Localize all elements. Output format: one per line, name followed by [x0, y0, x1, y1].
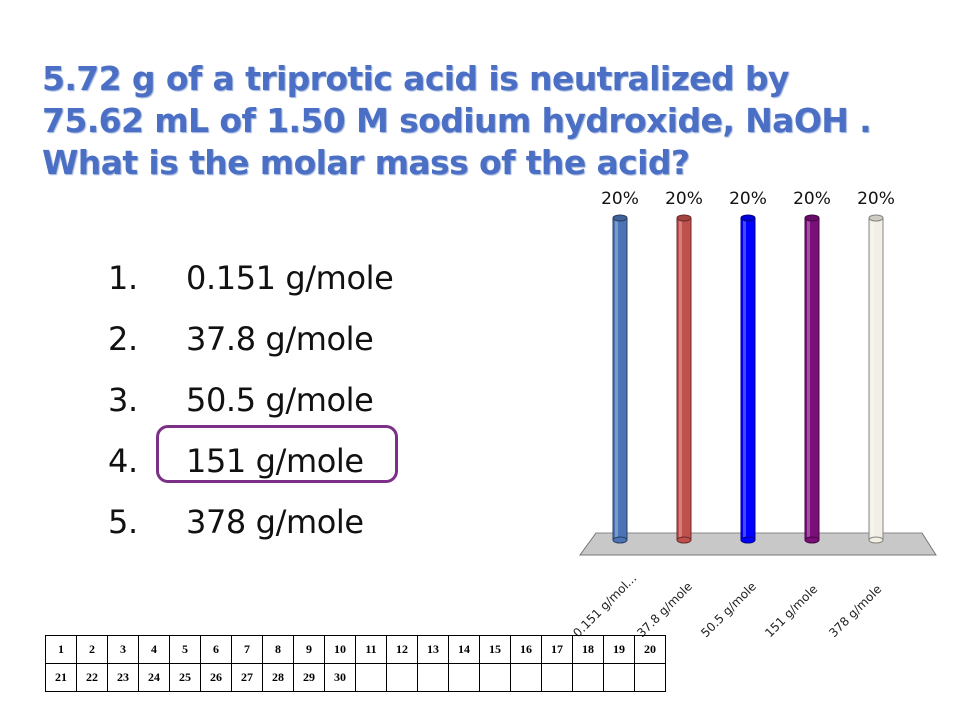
answer-text: 37.8 g/mole [186, 320, 374, 358]
bar-base [740, 536, 756, 544]
bar-top [804, 214, 820, 222]
x-tick-label: 151 g/mole [762, 582, 820, 640]
grid-cell [355, 663, 387, 692]
answer-number: 1. [108, 259, 138, 297]
answer-option-4[interactable]: 4. 151 g/mole [108, 437, 393, 498]
answer-option-3[interactable]: 3. 50.5 g/mole [108, 376, 393, 437]
grid-cell: 28 [262, 663, 294, 692]
correct-answer-ring [156, 425, 398, 483]
x-tick-label: 37.8 g/mole [634, 579, 695, 640]
grid-cell [386, 663, 418, 692]
grid-cell: 20 [634, 635, 666, 664]
grid-cell: 9 [293, 635, 325, 664]
grid-cell: 16 [510, 635, 542, 664]
answer-number: 4. [108, 442, 138, 480]
bar-base [676, 536, 692, 544]
grid-cell [417, 663, 449, 692]
grid-cell: 29 [293, 663, 325, 692]
grid-cell: 23 [107, 663, 139, 692]
bar-highlight [679, 220, 682, 538]
grid-cell [479, 663, 511, 692]
answer-option-1[interactable]: 1. 0.151 g/mole [108, 254, 394, 315]
grid-cell [510, 663, 542, 692]
answer-text: 378 g/mole [186, 503, 364, 541]
grid-cell: 18 [572, 635, 604, 664]
bar-top [612, 214, 628, 222]
grid-cell [603, 663, 635, 692]
grid-cell: 26 [200, 663, 232, 692]
grid-cell: 7 [231, 635, 263, 664]
grid-cell: 30 [324, 663, 356, 692]
question-text: 5.72 g of a triprotic acid is neutralize… [42, 59, 872, 182]
data-label: 20% [601, 189, 639, 209]
grid-cell: 4 [138, 635, 170, 664]
answer-number: 3. [108, 381, 138, 419]
grid-cell: 14 [448, 635, 480, 664]
grid-cell: 5 [169, 635, 201, 664]
answer-number: 2. [108, 320, 138, 358]
grid-cell: 11 [355, 635, 387, 664]
grid-cell: 25 [169, 663, 201, 692]
grid-cell: 6 [200, 635, 232, 664]
grid-cell: 2 [76, 635, 108, 664]
grid-cell [572, 663, 604, 692]
x-tick-label: 50.5 g/mole [698, 579, 759, 640]
bar-highlight [615, 220, 618, 538]
answer-option-2[interactable]: 2. 37.8 g/mole [108, 315, 393, 376]
bar-highlight [743, 220, 746, 538]
grid-cell [634, 663, 666, 692]
grid-cell: 19 [603, 635, 635, 664]
response-bar-chart: 20% 0.151 g/mol... 20% 37.8 g/mole 20% 50.5 g… [570, 189, 937, 640]
grid-cell: 3 [107, 635, 139, 664]
grid-cell: 27 [231, 663, 263, 692]
data-label: 20% [857, 189, 895, 209]
x-tick-label: 378 g/mole [826, 582, 884, 640]
x-tick-label: 0.151 g/mol... [570, 571, 639, 640]
data-label: 20% [793, 189, 831, 209]
grid-cell: 15 [479, 635, 511, 664]
grid-cell: 21 [45, 663, 77, 692]
bar-top [868, 214, 884, 222]
answer-option-5[interactable]: 5. 378 g/mole [108, 498, 393, 559]
grid-cell: 10 [324, 635, 356, 664]
answer-number: 5. [108, 503, 138, 541]
bar-base [612, 536, 628, 544]
bar-highlight [871, 220, 874, 538]
answer-list: 1. 0.151 g/mole 2. 37.8 g/mole 3. 50.5 g/mo… [108, 254, 394, 559]
grid-cell: 13 [417, 635, 449, 664]
bar-highlight [807, 220, 810, 538]
answer-text: 151 g/mole [186, 442, 364, 480]
data-label: 20% [665, 189, 703, 209]
answer-text: 50.5 g/mole [186, 381, 374, 419]
grid-cell: 22 [76, 663, 108, 692]
grid-cell [448, 663, 480, 692]
data-label: 20% [729, 189, 767, 209]
grid-cell: 1 [45, 635, 77, 664]
bar-base [868, 536, 884, 544]
bar-base [804, 536, 820, 544]
grid-cell: 24 [138, 663, 170, 692]
answer-text: 0.151 g/mole [186, 259, 394, 297]
bar-top [676, 214, 692, 222]
bar-top [740, 214, 756, 222]
grid-cell: 17 [541, 635, 573, 664]
response-grid: 1 2 3 4 5 6 7 8 9 10 11 12 13 14 15 16 17 18 19 20 21 22 23 24 2… [45, 635, 666, 692]
grid-cell [541, 663, 573, 692]
grid-cell: 8 [262, 635, 294, 664]
grid-row: 1 2 3 4 5 6 7 8 9 10 11 12 13 14 15 16 17 18 19 20 [45, 635, 666, 664]
grid-cell: 12 [386, 635, 418, 664]
grid-row: 21 22 23 24 25 26 27 28 29 30 [45, 663, 666, 692]
